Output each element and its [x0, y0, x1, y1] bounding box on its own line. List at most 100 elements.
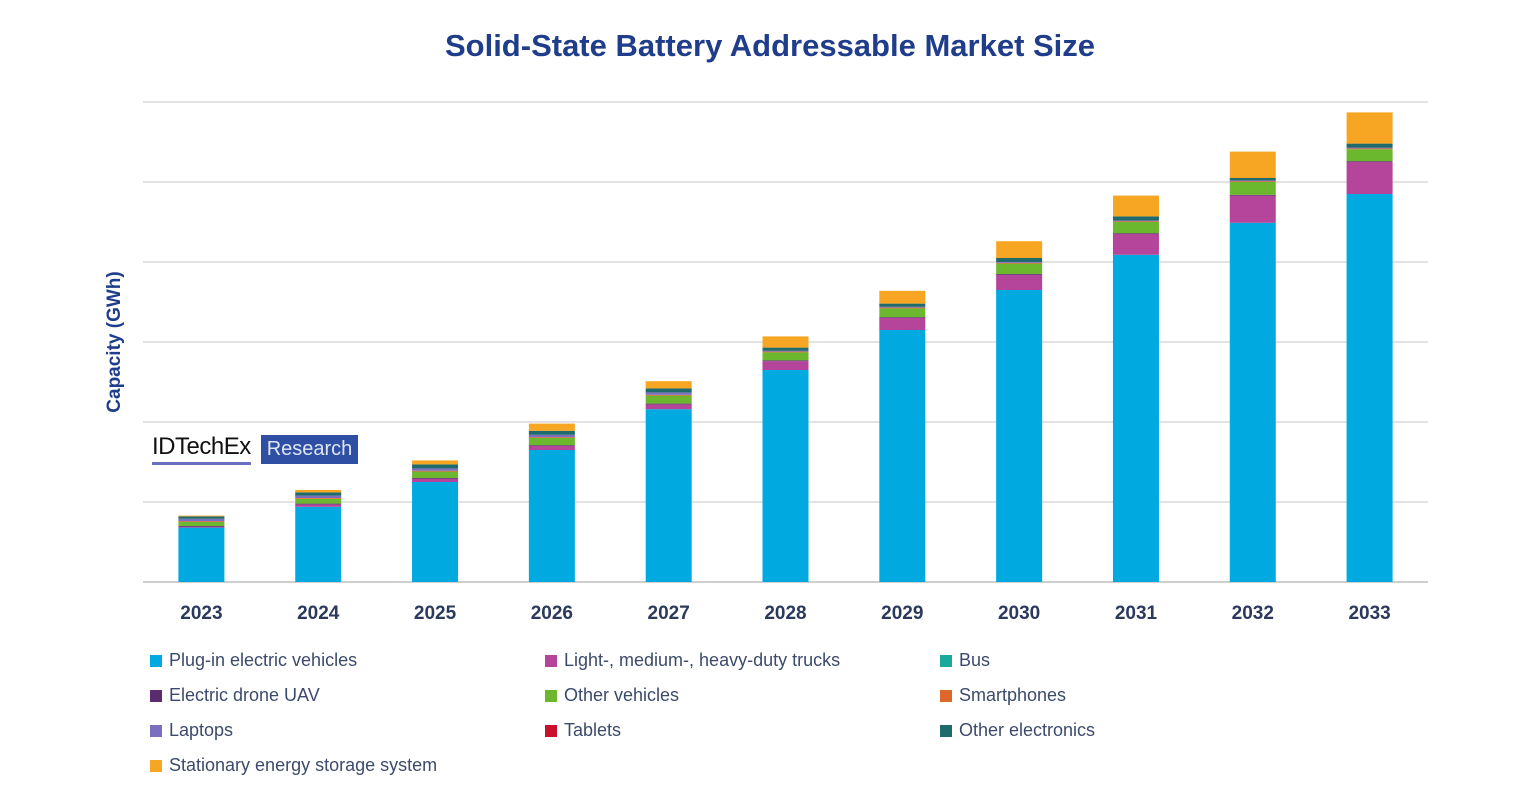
- bar-segment-2025-0: [412, 482, 459, 582]
- bar-segment-2030-6: [996, 262, 1043, 263]
- bar-segment-2026-8: [528, 430, 575, 435]
- x-tick-label: 2031: [1115, 603, 1158, 624]
- legend-swatch: [150, 689, 162, 702]
- legend-swatch: [545, 689, 557, 702]
- bar-segment-2033-8: [1346, 143, 1393, 148]
- bar-segment-2026-0: [528, 450, 575, 582]
- legend-item: Tablets: [545, 720, 621, 741]
- legend-swatch: [545, 724, 557, 737]
- bar-segment-2027-8: [645, 388, 692, 393]
- bar-segment-2029-8: [879, 303, 926, 307]
- bar-segment-2028-0: [762, 370, 809, 582]
- bar-stack-2029: [879, 290, 926, 582]
- bar-segment-2025-4: [412, 471, 459, 478]
- legend-item: Laptops: [150, 720, 233, 741]
- bar-stack-2030: [996, 241, 1043, 582]
- bar-segment-2024-6: [295, 495, 342, 498]
- bar-segment-2031-8: [1112, 216, 1159, 221]
- x-tick-label: 2025: [414, 603, 457, 624]
- bar-segment-2030-5: [996, 262, 1043, 264]
- bar-segment-2027-9: [645, 381, 692, 389]
- legend-item: Other electronics: [940, 720, 1095, 741]
- bar-segment-2030-4: [996, 263, 1043, 274]
- bar-segment-2025-3: [412, 478, 459, 479]
- logo-tag: Research: [260, 434, 359, 464]
- bar-segment-2031-1: [1112, 234, 1159, 255]
- x-tick-label: 2028: [764, 603, 806, 624]
- bar-stack-2033: [1346, 112, 1393, 582]
- bar-segment-2027-4: [645, 395, 692, 404]
- legend-item: Bus: [940, 650, 990, 671]
- bar-segment-2027-6: [645, 392, 692, 395]
- bar-segment-2033-1: [1346, 162, 1393, 194]
- bar-stack-2032: [1229, 151, 1276, 583]
- legend-label: Laptops: [169, 720, 234, 740]
- bar-segment-2030-9: [996, 241, 1043, 258]
- bar-stack-2025: [412, 460, 459, 582]
- x-tick-label: 2029: [881, 603, 923, 624]
- x-tick-label: 2032: [1232, 603, 1274, 624]
- bar-segment-2032-6: [1229, 180, 1276, 182]
- bar-segment-2031-5: [1112, 221, 1159, 222]
- x-tick-label: 2027: [648, 603, 690, 624]
- bar-segment-2025-6: [412, 468, 459, 471]
- x-tick-label: 2026: [531, 603, 573, 624]
- legend-label: Plug-in electric vehicles: [169, 650, 358, 670]
- bar-stack-2031: [1112, 195, 1159, 583]
- bar-segment-2027-3: [645, 403, 692, 405]
- bar-segment-2031-0: [1112, 254, 1159, 583]
- bar-segment-2033-4: [1346, 149, 1393, 162]
- legend-swatch: [150, 759, 162, 772]
- bar-segment-2033-9: [1346, 112, 1393, 144]
- bar-segment-2024-3: [295, 503, 342, 505]
- legend-item: Plug-in electric vehicles: [150, 650, 357, 671]
- legend-label: Other electronics: [959, 720, 1096, 740]
- bar-segment-2025-9: [412, 460, 459, 465]
- bar-segment-2030-0: [996, 290, 1043, 582]
- bar-segment-2024-5: [295, 498, 342, 499]
- bar-segment-2023-6: [178, 518, 225, 522]
- bar-segment-2028-3: [762, 360, 809, 362]
- legend-swatch: [940, 724, 952, 737]
- bar-segment-2029-0: [879, 330, 926, 582]
- legend-label: Stationary energy storage system: [169, 755, 438, 775]
- bar-segment-2024-9: [295, 490, 342, 493]
- legend-swatch: [150, 654, 162, 667]
- bar-segment-2030-3: [996, 274, 1043, 275]
- bar-segment-2033-3: [1346, 161, 1393, 162]
- bar-stack-2026: [528, 423, 575, 582]
- bar-segment-2025-5: [412, 470, 459, 472]
- x-tick-label: 2024: [297, 603, 340, 624]
- legend-label: Tablets: [564, 720, 622, 740]
- legend-swatch: [940, 689, 952, 702]
- legend-item: Stationary energy storage system: [150, 755, 437, 776]
- bar-segment-2023-0: [178, 527, 225, 582]
- logo-brand: IDTechEx: [152, 433, 251, 465]
- legend-label: Other vehicles: [564, 685, 680, 705]
- bar-segment-2023-5: [178, 521, 225, 522]
- bar-segment-2031-6: [1112, 220, 1159, 222]
- bar-segment-2029-6: [879, 306, 926, 308]
- bar-segment-2026-3: [528, 445, 575, 446]
- bar-segment-2023-3: [178, 526, 225, 527]
- legend-label: Bus: [959, 650, 991, 670]
- bar-stack-2028: [762, 336, 809, 582]
- bar-segment-2023-1: [178, 526, 225, 528]
- bar-segment-2031-4: [1112, 222, 1159, 234]
- bar-segment-2032-8: [1229, 178, 1276, 181]
- legend-swatch: [940, 654, 952, 667]
- bar-segment-2027-5: [645, 394, 692, 396]
- bar-segment-2029-1: [879, 318, 926, 330]
- bar-segment-2028-9: [762, 336, 809, 348]
- legend-item: Electric drone UAV: [150, 685, 320, 706]
- bar-segment-2026-5: [528, 437, 575, 438]
- bar-segment-2027-0: [645, 409, 692, 582]
- x-tick-label: 2023: [180, 603, 222, 624]
- bar-segment-2026-9: [528, 423, 575, 431]
- x-tick-label: 2030: [998, 603, 1040, 624]
- bar-segment-2026-1: [528, 446, 575, 450]
- bar-segment-2032-1: [1229, 195, 1276, 223]
- legend-item: Smartphones: [940, 685, 1066, 706]
- bar-segment-2031-9: [1112, 195, 1159, 217]
